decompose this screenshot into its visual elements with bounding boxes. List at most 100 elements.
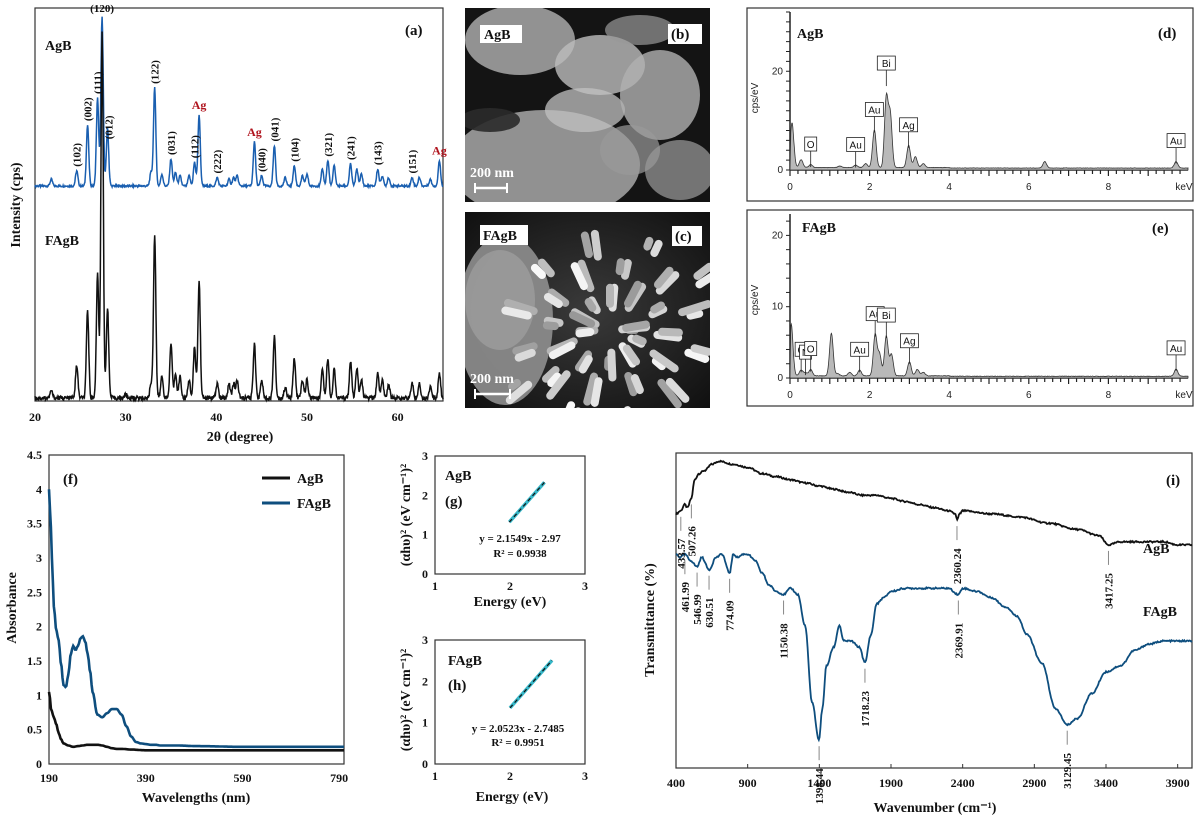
sem-nanorod: [578, 355, 593, 374]
tauc-x-tick-label: 1: [432, 579, 438, 593]
tauc-h-r2: R² = 0.9951: [491, 737, 544, 749]
eds-element-label: Au: [868, 105, 880, 116]
xrd-peak-label-hkl: (104): [289, 138, 301, 162]
sem-nanorod: [546, 370, 571, 400]
tauc-h-y-axis-label: (αhυ)² (eV cm⁻¹)²: [399, 649, 414, 751]
xrd-peak-label-hkl: (120): [90, 3, 114, 15]
sem-nanorod: [684, 348, 710, 363]
xrd-peak-label-hkl: (111): [93, 71, 105, 94]
legend-label-fagb: FAgB: [297, 497, 331, 512]
xrd-peak-label-hkl: (002): [83, 97, 95, 121]
tauc-fit-line: [509, 660, 553, 709]
xrd-peak-label-ag: Ag: [192, 98, 207, 112]
eds-element-label: Au: [1170, 344, 1182, 355]
uv-legend: AgB FAgB: [262, 472, 331, 512]
tauc-x-tick-label: 3: [582, 769, 588, 783]
xrd-peak-label-hkl: (040): [257, 148, 269, 172]
panel-label-h: (h): [448, 678, 466, 694]
eds-element-label: Bi: [882, 59, 891, 70]
ftir-peak-label: 2360.24: [952, 548, 964, 584]
ftir-peak-label: 1150.38: [779, 623, 791, 659]
eds-y-tick-label: 10: [772, 302, 784, 313]
sem-nanorod: [632, 407, 643, 423]
eds-x-tick-label: 6: [1026, 182, 1032, 193]
sem-c-sample-label: FAgB: [483, 229, 517, 244]
panel-e-eds-fagb: FAgB (e) cps/eV 02468keV01020CNOAuAuBiAg…: [746, 209, 1194, 407]
sem-nanorod: [570, 262, 588, 291]
eds-element-tag: [876, 55, 896, 71]
legend-label-agb: AgB: [297, 472, 323, 487]
panel-b-sem-agb: AgB (b) 200 nm: [465, 8, 710, 202]
sem-c-panel-tag: [672, 226, 702, 246]
sem-c-scale-bar: [474, 389, 511, 399]
eds-element-label: Ag: [902, 121, 914, 132]
eds-element-label: Au: [869, 310, 881, 321]
ftir-x-tick-label: 2400: [951, 776, 975, 790]
xrd-peak-label-hkl: (112): [190, 135, 202, 159]
sem-nanorod: [537, 258, 555, 278]
eds-element-label: Ag: [903, 337, 915, 348]
uv-y-tick-label: 2: [36, 620, 42, 634]
tauc-x-tick-label: 1: [432, 769, 438, 783]
eds-element-tag: [846, 137, 866, 152]
panel-h-tauc-fagb: FAgB (h) y = 2.0523x - 2.7485 R² = 0.995…: [399, 633, 588, 805]
eds-element-tag: [864, 102, 884, 117]
eds-element-tag: [804, 136, 818, 152]
tauc-x-tick-label: 2: [507, 769, 513, 783]
uv-y-tick-label: 0: [36, 757, 42, 771]
uv-series-agb: [47, 691, 344, 752]
tauc-y-tick-label: 3: [422, 633, 428, 647]
tauc-h-x-axis-label: Energy (eV): [476, 790, 549, 805]
uv-x-tick-label: 590: [233, 771, 251, 785]
sem-nanorod: [690, 344, 710, 356]
uv-y-tick-label: 3.5: [27, 517, 42, 531]
sem-nanorod: [632, 334, 647, 346]
sem-nanorod: [665, 377, 690, 403]
sem-nanorod: [622, 320, 650, 332]
eds-x-tick-label: 0: [787, 390, 793, 401]
eds-element-tag: [804, 341, 818, 356]
sem-nanorod: [512, 342, 538, 355]
sem-c-scale-text: 200 nm: [470, 372, 514, 387]
ftir-peak-label: 3417.25: [1103, 573, 1115, 609]
tauc-y-tick-label: 2: [422, 674, 428, 688]
eds-x-tick-label: 2: [867, 390, 873, 401]
ftir-peak-label: 461.99: [680, 581, 692, 612]
eds-d-frame: [746, 7, 1194, 202]
xrd-x-tick-label: 50: [301, 410, 313, 424]
eds-element-tag: [900, 333, 919, 349]
ftir-sample-label-fagb: FAgB: [1143, 605, 1177, 620]
ftir-peak-label: 630.51: [704, 597, 716, 627]
sem-nanorod: [655, 271, 680, 295]
xrd-x-tick-label: 30: [120, 410, 132, 424]
ftir-x-axis-label: Wavenumber (cm⁻¹): [874, 801, 997, 816]
eds-element-label: Au: [1170, 137, 1182, 148]
ftir-y-axis-label: Transmittance (%): [643, 563, 658, 677]
sem-nanorod: [542, 365, 560, 383]
xrd-peak-label-hkl: (102): [72, 143, 84, 167]
uv-x-tick-label: 790: [330, 771, 348, 785]
panel-label-g: (g): [445, 494, 463, 510]
tauc-fit-line: [508, 481, 545, 523]
eds-y-tick-label: 20: [772, 66, 784, 77]
sem-b-sample-label: AgB: [484, 28, 510, 43]
ftir-peak-label: 774.09: [725, 600, 737, 631]
ftir-peak-label: 546.99: [692, 594, 704, 625]
eds-element-tag: [1166, 133, 1186, 148]
uv-y-tick-label: 4: [36, 482, 42, 496]
ftir-plot-frame: [675, 452, 1193, 769]
sem-nanorod: [559, 401, 576, 408]
eds-element-tag: [899, 117, 919, 133]
tauc-x-tick-label: 2: [507, 579, 513, 593]
xrd-plot-frame: [34, 7, 444, 402]
sem-nanorod: [548, 341, 576, 360]
sem-nanorod: [590, 229, 602, 261]
sem-nanorod: [622, 344, 641, 366]
ftir-sample-label-agb: AgB: [1143, 542, 1169, 557]
sem-nanorod: [584, 297, 597, 312]
xrd-peak-label-hkl: (222): [212, 149, 224, 173]
sem-nanorod: [693, 262, 710, 280]
uv-y-tick-label: 1.5: [27, 654, 42, 668]
eds-y-tick-label: 20: [772, 230, 784, 241]
eds-x-tick-label: 2: [867, 182, 873, 193]
